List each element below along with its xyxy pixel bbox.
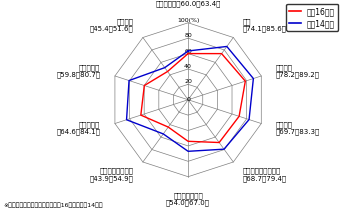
Text: 調達
（74.1、85.6）: 調達 （74.1、85.6） xyxy=(242,18,286,32)
Text: 60: 60 xyxy=(184,49,192,54)
Text: 80: 80 xyxy=(184,33,192,38)
Legend: 平成16年度, 平成14年度: 平成16年度, 平成14年度 xyxy=(286,4,338,31)
Text: 開発・設計（60.0、63.4）: 開発・設計（60.0、63.4） xyxy=(155,1,221,7)
Text: 0: 0 xyxy=(186,97,190,102)
Text: 商品生産
（69.7、83.3）: 商品生産 （69.7、83.3） xyxy=(276,121,320,135)
Text: 在庫管理
（78.2、89.2）: 在庫管理 （78.2、89.2） xyxy=(276,64,320,78)
Text: 給与・人事
（59.8、80.7）: 給与・人事 （59.8、80.7） xyxy=(56,64,100,78)
Text: 20: 20 xyxy=(184,79,192,84)
Text: 40: 40 xyxy=(184,64,192,69)
Text: ※　（　）内の数字は、順に平成16年度、平成14年度: ※ （ ）内の数字は、順に平成16年度、平成14年度 xyxy=(3,202,103,208)
Text: 物流・サービス提供
（68.7、79.4）: 物流・サービス提供 （68.7、79.4） xyxy=(242,167,287,182)
Text: 100(%): 100(%) xyxy=(177,18,199,23)
Text: 情報共有
（45.4、51.6）: 情報共有 （45.4、51.6） xyxy=(90,18,134,32)
Text: 販売・販売促進
（54.0、67.0）: 販売・販売促進 （54.0、67.0） xyxy=(166,192,210,206)
Text: アフターサービス
（43.9、54.9）: アフターサービス （43.9、54.9） xyxy=(90,167,134,182)
Text: 経理・会計
（64.6、84.1）: 経理・会計 （64.6、84.1） xyxy=(56,121,100,135)
